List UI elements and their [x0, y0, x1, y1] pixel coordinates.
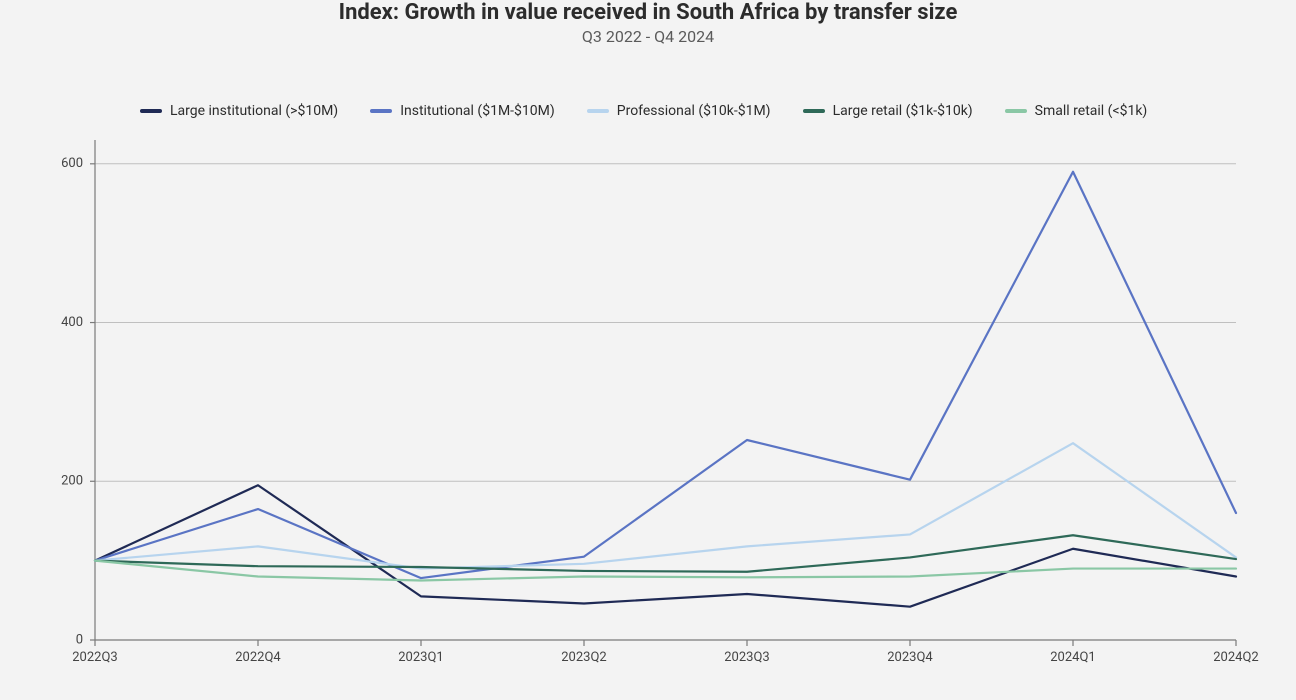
x-tick-label: 2022Q3	[72, 650, 117, 665]
line-chart: 0 200 400 600 2022Q3 2022Q4 2023Q1 2023Q2 2023Q3…	[0, 0, 1296, 700]
x-tick-label: 2023Q1	[398, 650, 443, 665]
y-tick-label: 200	[61, 474, 83, 489]
x-tick-label: 2024Q2	[1213, 650, 1258, 665]
x-tick-label: 2024Q1	[1050, 650, 1095, 665]
series-line-institutional	[95, 172, 1236, 578]
series-line-large_institutional	[95, 485, 1236, 606]
series-line-professional	[95, 443, 1236, 568]
series-line-large_retail	[95, 535, 1236, 572]
x-tick-label: 2023Q2	[561, 650, 606, 665]
y-tick-label: 400	[61, 315, 83, 330]
x-tick-label: 2023Q4	[887, 650, 933, 665]
y-tick-label: 0	[76, 632, 83, 647]
y-tick-label: 600	[61, 156, 83, 171]
x-tick-label: 2023Q3	[724, 650, 769, 665]
x-tick-label: 2022Q4	[235, 650, 281, 665]
